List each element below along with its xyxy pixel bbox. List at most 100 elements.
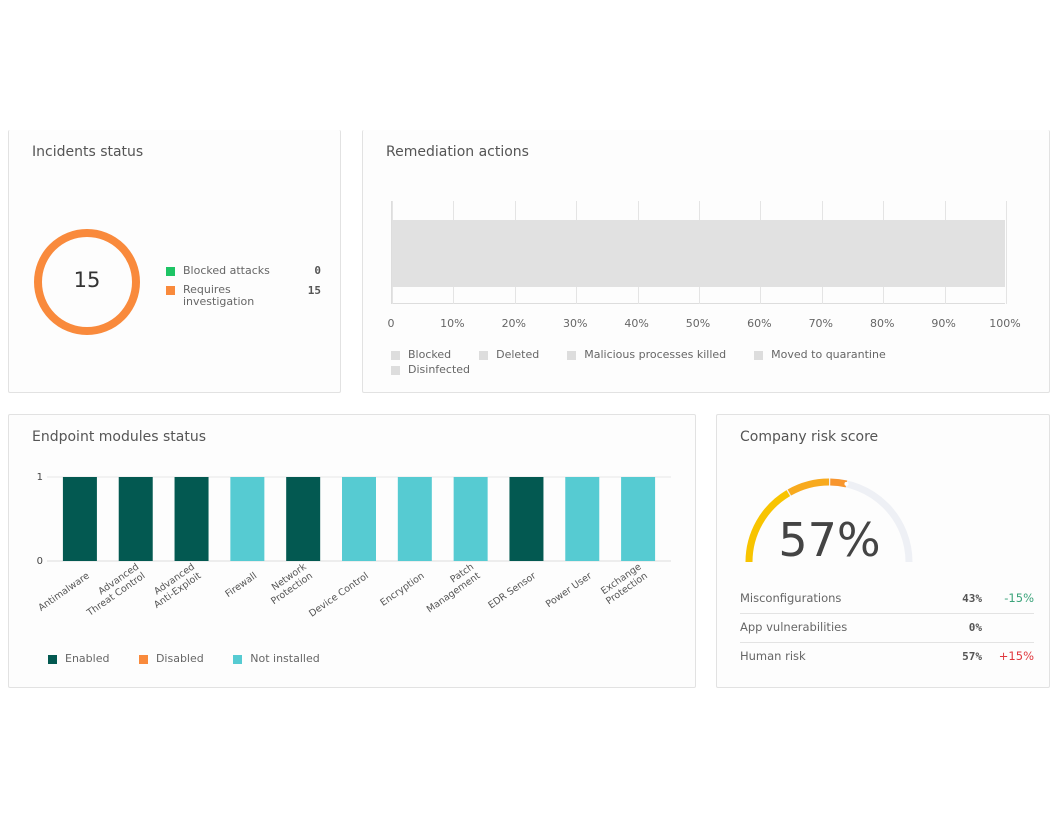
legend-value: 15 [307, 284, 321, 297]
x-tick-label: 50% [685, 317, 711, 330]
swatch-icon [233, 654, 243, 664]
legend-requires-investigation[interactable]: Requires investigation 15 [166, 284, 321, 308]
x-tick-label: Antimalware [36, 570, 91, 613]
legend-label: Deleted [496, 348, 540, 361]
bar-power-user[interactable] [565, 477, 600, 561]
row-value: 57% [962, 650, 982, 663]
gauge-segment [787, 478, 830, 496]
card-title: Company risk score [740, 429, 879, 445]
risk-row-human-risk[interactable]: Human risk 57% +15% [740, 642, 1034, 671]
gauge-segment [745, 490, 791, 563]
legend-label: Malicious processes killed [584, 348, 727, 361]
company-risk-card: Company risk score 57% Misconfigurations… [716, 414, 1050, 688]
bar-encryption[interactable] [397, 477, 432, 561]
x-tick-label: NetworkProtection [263, 561, 315, 607]
tick-line: Firewall [223, 570, 259, 600]
legend-not-installed[interactable]: Not installed [233, 652, 320, 665]
x-tick-label: PatchManagement [418, 561, 482, 615]
tick-line: Encryption [378, 570, 426, 608]
x-tick-label: 0 [387, 317, 395, 330]
legend-value: 0 [314, 264, 321, 277]
risk-score: 57% [778, 513, 881, 567]
orange-swatch-icon [166, 286, 175, 295]
legend-label: Disabled [155, 652, 204, 665]
row-label: App vulnerabilities [740, 620, 848, 634]
legend-item[interactable]: Moved to quarantine [754, 348, 886, 361]
tick-line: EDR Sensor [486, 570, 538, 611]
risk-gauge [745, 478, 913, 563]
x-tick-label: 10% [440, 317, 465, 330]
swatch-icon [479, 350, 489, 360]
swatch-icon [48, 654, 57, 664]
x-tick-label: AdvancedThreat Control [78, 561, 147, 619]
tick-line: Device Control [307, 570, 371, 619]
risk-row-misconfigurations[interactable]: Misconfigurations 43% -15% [740, 584, 1034, 614]
bar-advanced-anti-exploit[interactable] [174, 477, 209, 561]
x-tick-label: 60% [747, 317, 772, 330]
legend-label: Blocked attacks [183, 264, 270, 277]
x-tick-label: 20% [501, 317, 527, 330]
green-swatch-icon [166, 266, 175, 276]
legend-label: Blocked [408, 348, 452, 361]
legend-label: Not installed [250, 652, 320, 665]
swatch-icon [754, 350, 764, 360]
legend-label: Moved to quarantine [771, 348, 886, 361]
swatch-icon [567, 350, 577, 360]
card-title: Incidents status [32, 144, 144, 160]
row-label: Human risk [740, 649, 806, 663]
remediation-legend: Blocked Deleted Malicious processes killed… [391, 347, 991, 377]
legend-label: Disinfected [408, 363, 471, 376]
x-tick-label: Power User [544, 570, 594, 610]
x-tick-label: 100% [989, 317, 1021, 330]
x-tick-label: 30% [562, 317, 588, 330]
endpoint-legend: Enabled Disabled Not installed [48, 652, 320, 665]
card-title: Endpoint modules status [32, 429, 206, 445]
bar-advanced-threat-control[interactable] [118, 477, 153, 561]
bar-network-protection[interactable] [286, 477, 321, 561]
row-value: 0% [968, 621, 982, 634]
bar-device-control[interactable] [342, 477, 376, 561]
swatch-icon [138, 654, 148, 664]
donut-ring [34, 229, 140, 335]
row-label: Misconfigurations [740, 591, 842, 605]
incidents-total: 15 [73, 268, 101, 292]
card-title: Remediation actions [386, 144, 529, 160]
gauge-segment [830, 478, 848, 488]
remediation-bar[interactable] [392, 220, 1005, 287]
row-delta: +15% [998, 649, 1034, 663]
y-tick-label: 0 [37, 556, 43, 567]
remediation-plot [391, 201, 1007, 304]
gauge-marker [844, 481, 849, 486]
legend-disabled[interactable]: Disabled [138, 652, 204, 665]
bar-antimalware[interactable] [62, 477, 97, 561]
x-tick-label: 80% [869, 317, 895, 330]
legend-item[interactable]: Malicious processes killed [567, 348, 726, 361]
tick-line: Power User [544, 570, 594, 610]
incidents-status-card: Incidents status 15 Blocked attacks 0 Re… [8, 130, 341, 393]
x-tick-label: 70% [808, 317, 834, 330]
gridline [1006, 201, 1007, 304]
bar-patch-management[interactable] [453, 477, 488, 561]
risk-row-app-vulnerabilities[interactable]: App vulnerabilities 0% [740, 613, 1034, 643]
endpoint-chart: 1 0 Antimalware AdvancedThreat Control Advan… [36, 472, 671, 620]
legend-enabled[interactable]: Enabled [48, 652, 109, 665]
x-tick-label: AdvancedAnti-Exploit [146, 561, 204, 611]
remediation-actions-card: Remediation actions Blocked Deleted Malici… [362, 130, 1050, 393]
x-tick-label: 40% [624, 317, 649, 330]
legend-item[interactable]: Disinfected [391, 363, 470, 376]
bar-edr-sensor[interactable] [509, 477, 544, 561]
swatch-icon [391, 365, 400, 375]
legend-item[interactable]: Blocked [391, 348, 451, 361]
row-value: 43% [962, 592, 982, 605]
x-tick-label: Encryption [378, 570, 426, 608]
x-tick-label: EDR Sensor [486, 570, 538, 611]
tick-line: Antimalware [36, 570, 91, 613]
legend-item[interactable]: Deleted [479, 348, 539, 361]
legend-label: Requires investigation [183, 283, 255, 308]
row-delta: -15% [1004, 591, 1034, 605]
bar-firewall[interactable] [230, 477, 265, 561]
bar-exchange-protection[interactable] [621, 477, 656, 561]
y-tick-label: 1 [37, 472, 43, 483]
legend-blocked-attacks[interactable]: Blocked attacks 0 [166, 264, 321, 277]
x-tick-label: Device Control [307, 570, 371, 619]
